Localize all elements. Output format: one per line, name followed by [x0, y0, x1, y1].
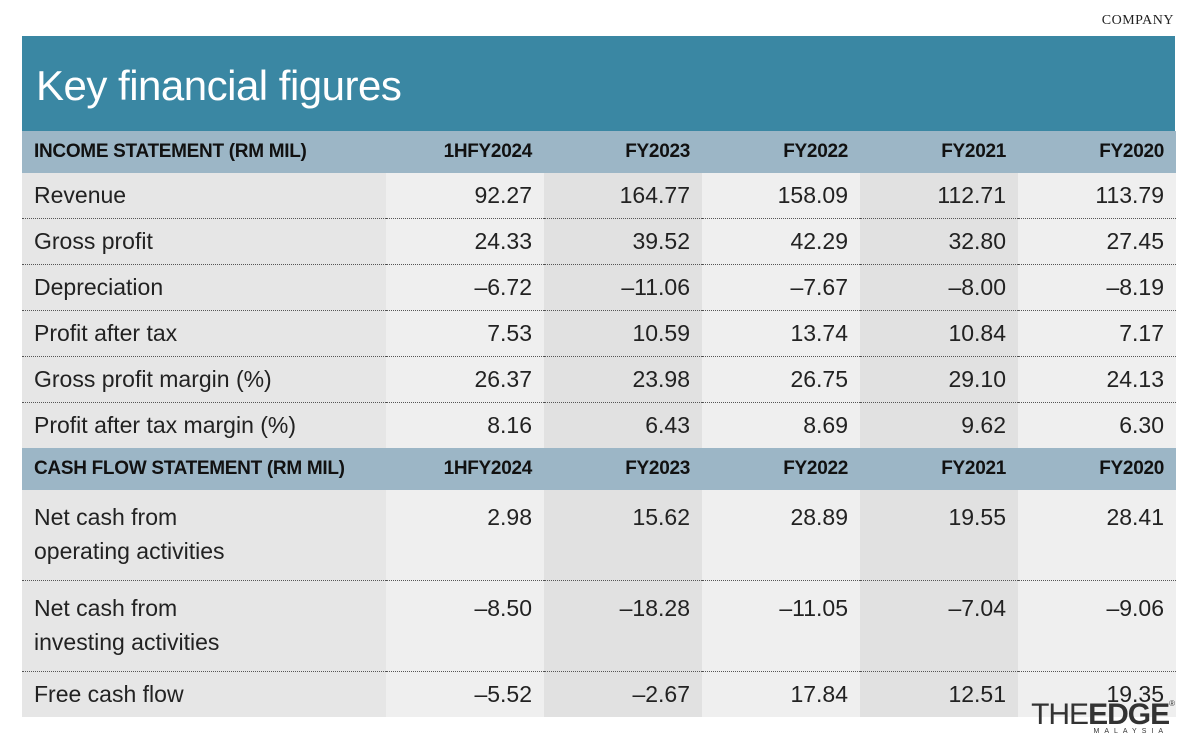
income-header-row: INCOME STATEMENT (RM MIL) 1HFY2024 FY202…: [22, 131, 1176, 173]
table-row: Free cash flow –5.52 –2.67 17.84 12.51 1…: [22, 671, 1176, 717]
table-cell: 24.33: [386, 218, 544, 265]
brand-wordmark-part: THE: [1031, 698, 1089, 731]
table-cell: 17.84: [702, 671, 860, 717]
table-cell: 32.80: [860, 218, 1018, 265]
column-header: FY2022: [702, 131, 860, 173]
row-label: Gross profit: [22, 218, 386, 265]
row-label: Net cash from operating activities: [22, 490, 386, 581]
row-label: Depreciation: [22, 264, 386, 311]
column-header: FY2023: [544, 448, 702, 490]
table-cell: –7.67: [702, 264, 860, 311]
brand-wordmark: THEEDGE®: [1031, 698, 1175, 731]
brand-wordmark-part: EDGE: [1088, 698, 1170, 731]
table-row: Depreciation –6.72 –11.06 –7.67 –8.00 –8…: [22, 264, 1176, 311]
cashflow-header-row: CASH FLOW STATEMENT (RM MIL) 1HFY2024 FY…: [22, 448, 1176, 490]
page-title: Key financial figures: [36, 62, 402, 109]
table-cell: –8.00: [860, 264, 1018, 311]
table-cell: 24.13: [1018, 356, 1176, 403]
table-cell: 12.51: [860, 671, 1018, 717]
table-cell: 13.74: [702, 310, 860, 357]
table-cell: 29.10: [860, 356, 1018, 403]
brand-logo: THEEDGE® MALAYSIA: [1031, 698, 1175, 736]
table-cell: 26.37: [386, 356, 544, 403]
column-header: FY2020: [1018, 131, 1176, 173]
financial-table: INCOME STATEMENT (RM MIL) 1HFY2024 FY202…: [22, 131, 1176, 717]
table-cell: –6.72: [386, 264, 544, 311]
column-header: 1HFY2024: [386, 131, 544, 173]
table-cell: 39.52: [544, 218, 702, 265]
row-label: Profit after tax: [22, 310, 386, 357]
column-header: FY2023: [544, 131, 702, 173]
table-row: Net cash from operating activities 2.98 1…: [22, 490, 1176, 581]
table-cell: 23.98: [544, 356, 702, 403]
column-header: FY2021: [860, 448, 1018, 490]
table-cell: 7.53: [386, 310, 544, 357]
table-cell: –8.50: [386, 580, 544, 672]
table-row: Profit after tax margin (%) 8.16 6.43 8.…: [22, 402, 1176, 448]
table-cell: 164.77: [544, 173, 702, 219]
table-cell: –5.52: [386, 671, 544, 717]
table-cell: –11.06: [544, 264, 702, 311]
table-cell: 2.98: [386, 490, 544, 581]
table-cell: 27.45: [1018, 218, 1176, 265]
table-row: Gross profit 24.33 39.52 42.29 32.80 27.…: [22, 218, 1176, 265]
table-cell: 42.29: [702, 218, 860, 265]
table-cell: –18.28: [544, 580, 702, 672]
row-label: Revenue: [22, 173, 386, 219]
table-cell: –9.06: [1018, 580, 1176, 672]
row-label: Profit after tax margin (%): [22, 402, 386, 448]
table-cell: 112.71: [860, 173, 1018, 219]
table-cell: 28.41: [1018, 490, 1176, 581]
table-cell: 158.09: [702, 173, 860, 219]
table-row: Revenue 92.27 164.77 158.09 112.71 113.7…: [22, 173, 1176, 219]
table-cell: 15.62: [544, 490, 702, 581]
table-cell: 6.30: [1018, 402, 1176, 448]
trademark-mark: ®: [1169, 699, 1175, 708]
table-cell: –2.67: [544, 671, 702, 717]
table-cell: –8.19: [1018, 264, 1176, 311]
table-cell: 113.79: [1018, 173, 1176, 219]
table-cell: 8.16: [386, 402, 544, 448]
section-label: COMPANY: [1101, 13, 1174, 28]
row-label: Net cash from investing activities: [22, 580, 386, 672]
row-label: Free cash flow: [22, 671, 386, 717]
table-row: Gross profit margin (%) 26.37 23.98 26.7…: [22, 356, 1176, 403]
table-cell: 6.43: [544, 402, 702, 448]
table-row: Net cash from investing activities –8.50 …: [22, 580, 1176, 672]
row-label-line: investing activities: [34, 629, 220, 655]
table-row: Profit after tax 7.53 10.59 13.74 10.84 …: [22, 310, 1176, 357]
income-header-title: INCOME STATEMENT (RM MIL): [22, 131, 386, 173]
title-bar: Key financial figures: [22, 36, 1175, 131]
cashflow-header-title: CASH FLOW STATEMENT (RM MIL): [22, 448, 386, 490]
table-cell: 7.17: [1018, 310, 1176, 357]
table-cell: 19.35: [1018, 671, 1176, 717]
table-cell: –7.04: [860, 580, 1018, 672]
table-cell: 8.69: [702, 402, 860, 448]
table-cell: 28.89: [702, 490, 860, 581]
table-cell: 26.75: [702, 356, 860, 403]
column-header: 1HFY2024: [386, 448, 544, 490]
table-cell: –11.05: [702, 580, 860, 672]
table-cell: 19.55: [860, 490, 1018, 581]
brand-subtitle: MALAYSIA: [1093, 728, 1168, 735]
row-label-line: Net cash from: [34, 504, 178, 530]
column-header: FY2020: [1018, 448, 1176, 490]
table-cell: 10.84: [860, 310, 1018, 357]
column-header: FY2022: [702, 448, 860, 490]
row-label-line: Net cash from: [34, 595, 178, 621]
row-label: Gross profit margin (%): [22, 356, 386, 403]
row-label-line: operating activities: [34, 538, 225, 564]
table-cell: 9.62: [860, 402, 1018, 448]
table-cell: 10.59: [544, 310, 702, 357]
table-cell: 92.27: [386, 173, 544, 219]
column-header: FY2021: [860, 131, 1018, 173]
